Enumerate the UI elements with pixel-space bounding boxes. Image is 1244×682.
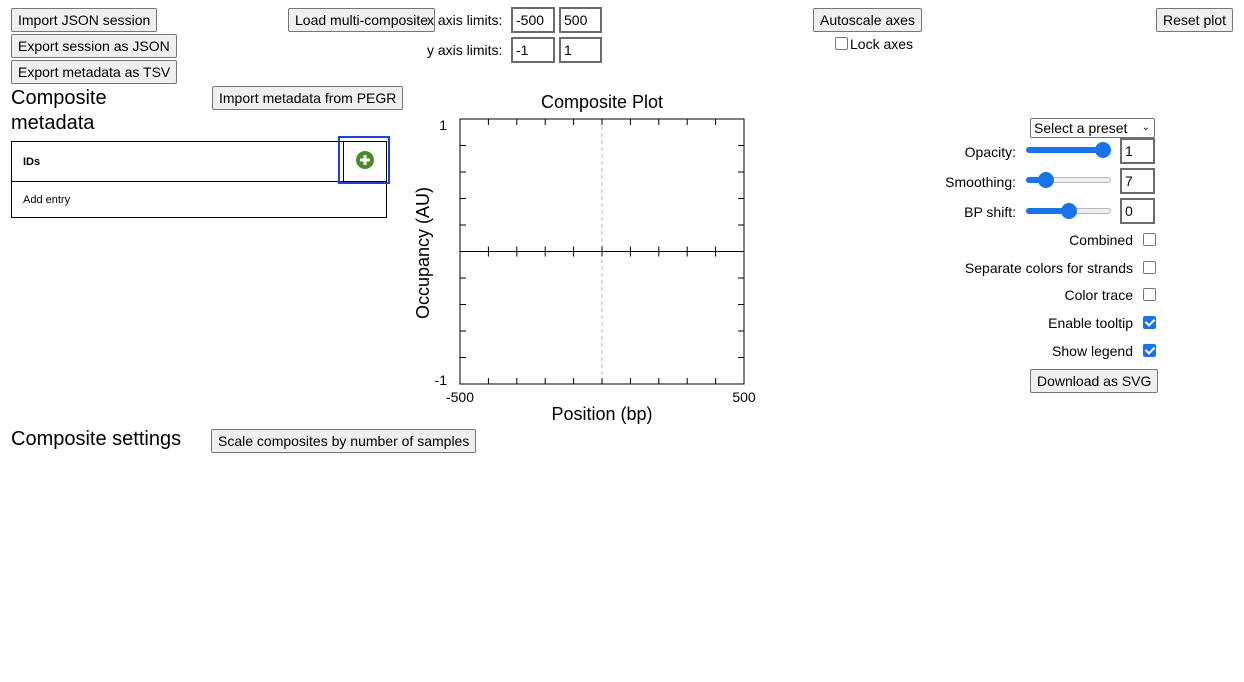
color-trace-checkbox[interactable] (1143, 288, 1156, 301)
opacity-input[interactable]: 1 (1120, 138, 1155, 164)
x-min-input[interactable]: -500 (511, 7, 555, 33)
opacity-slider[interactable] (1026, 142, 1111, 158)
x-max-input[interactable]: 500 (559, 7, 602, 33)
opacity-label: Opacity: (964, 144, 1016, 160)
show-legend-checkbox[interactable] (1143, 344, 1156, 357)
enable-tooltip-label: Enable tooltip (1048, 315, 1133, 331)
x-tick-label-max: 500 (732, 389, 756, 405)
export-json-button[interactable]: Export session as JSON (11, 34, 177, 58)
y-min-input[interactable]: -1 (511, 37, 555, 63)
plus-circle-icon[interactable] (356, 151, 374, 169)
chart-title: Composite Plot (541, 92, 663, 112)
y-axis-label: Occupancy (AU) (413, 187, 433, 319)
import-json-button[interactable]: Import JSON session (11, 8, 158, 32)
smoothing-label: Smoothing: (945, 174, 1016, 190)
y-max-input[interactable]: 1 (559, 37, 602, 63)
smoothing-slider[interactable] (1026, 172, 1111, 188)
preset-select[interactable]: Select a preset ⌄ (1030, 118, 1155, 138)
add-entry-row[interactable]: Add entry (11, 181, 387, 218)
show-legend-label: Show legend (1052, 343, 1133, 359)
y-tick-label-min: -1 (435, 372, 448, 388)
color-trace-label: Color trace (1064, 287, 1133, 303)
bp-shift-slider[interactable] (1026, 203, 1111, 219)
chevron-down-icon: ⌄ (1141, 122, 1150, 133)
composite-metadata-heading: Composite metadata (11, 87, 107, 134)
composite-settings-heading: Composite settings (11, 428, 182, 450)
bp-shift-input[interactable]: 0 (1120, 198, 1155, 224)
export-tsv-button[interactable]: Export metadata as TSV (11, 60, 178, 84)
metadata-table: IDs Add entry (11, 141, 387, 218)
download-svg-button[interactable]: Download as SVG (1030, 369, 1159, 393)
bp-shift-label: BP shift: (964, 204, 1016, 220)
scale-composites-button[interactable]: Scale composites by number of samples (211, 429, 477, 453)
ids-column-header: IDs (11, 141, 344, 182)
import-pegr-button[interactable]: Import metadata from PEGR (212, 86, 404, 110)
x-tick-label-min: -500 (446, 389, 474, 405)
autoscale-axes-button[interactable]: Autoscale axes (813, 8, 922, 32)
reset-plot-button[interactable]: Reset plot (1156, 8, 1234, 32)
load-multi-composite-button[interactable]: Load multi-composite (288, 8, 436, 32)
preset-select-value: Select a preset (1034, 120, 1128, 136)
x-axis-limits-label: x axis limits: (427, 12, 503, 28)
y-tick-label-max: 1 (439, 117, 447, 133)
enable-tooltip-checkbox[interactable] (1143, 316, 1156, 329)
add-column-cell[interactable] (343, 141, 387, 182)
combined-checkbox[interactable] (1143, 233, 1156, 246)
lock-axes-checkbox[interactable] (835, 37, 848, 50)
separate-colors-checkbox[interactable] (1143, 261, 1156, 274)
add-column-highlight (338, 136, 390, 184)
lock-axes-label: Lock axes (850, 36, 914, 52)
combined-label: Combined (1069, 232, 1133, 248)
x-axis-label: Position (bp) (551, 404, 652, 424)
separate-colors-label: Separate colors for strands (964, 260, 1133, 276)
smoothing-input[interactable]: 7 (1120, 168, 1155, 194)
y-axis-limits-label: y axis limits: (427, 42, 503, 58)
